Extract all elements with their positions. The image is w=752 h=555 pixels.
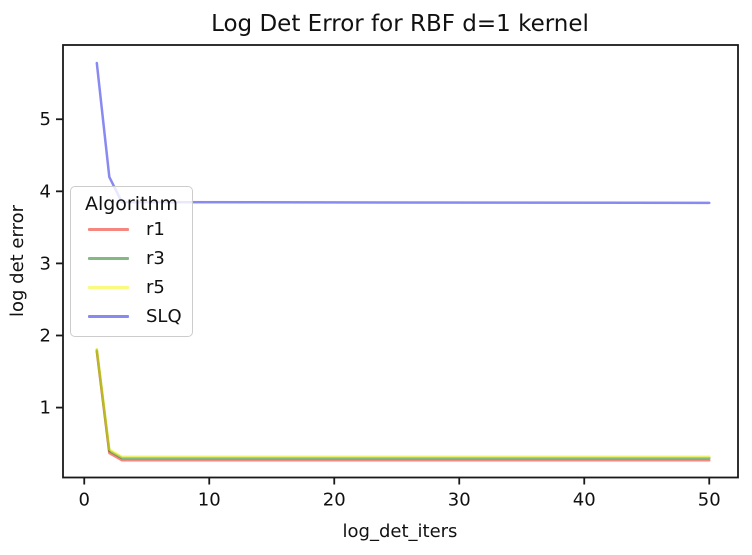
x-axis-label: log_det_iters: [343, 521, 458, 542]
series-line-r3: [95, 348, 711, 460]
legend-item-r3: r3: [71, 244, 192, 273]
legend-swatch-r3: [88, 257, 129, 260]
y-tick-label: 1: [40, 398, 51, 419]
legend-box: Algorithm r1 r3 r5 SLQ: [70, 186, 193, 337]
y-axis-label: log det error: [7, 204, 28, 317]
legend-swatch-r1: [88, 228, 129, 231]
y-tick-label: 5: [40, 109, 51, 130]
legend-label-r1: r1: [146, 218, 165, 240]
chart-title: Log Det Error for RBF d=1 kernel: [211, 11, 589, 37]
y-tick-label: 2: [40, 325, 51, 346]
ticks-layer: 0 10 20 30 40 50 1 2 3 4 5: [40, 109, 721, 510]
series-line-r5: [95, 347, 711, 458]
legend-item-r5: r5: [71, 273, 192, 302]
legend-item-SLQ: SLQ: [71, 302, 192, 331]
legend-label-r3: r3: [146, 247, 165, 269]
x-tick-label: 50: [698, 490, 721, 511]
x-tick-label: 10: [198, 490, 221, 511]
legend-swatch-SLQ: [88, 315, 129, 318]
y-tick-label: 4: [40, 181, 51, 202]
legend-label-SLQ: SLQ: [146, 305, 182, 327]
axes-spines: [62, 44, 739, 479]
legend-items: r1 r3 r5 SLQ: [71, 215, 192, 331]
legend-swatch-r5: [88, 286, 129, 289]
series-line-SLQ: [95, 61, 711, 205]
x-tick-label: 40: [573, 490, 596, 511]
legend-label-r5: r5: [146, 276, 165, 298]
x-tick-label: 30: [448, 490, 471, 511]
x-tick-label: 0: [79, 490, 90, 511]
legend-item-r1: r1: [71, 215, 192, 244]
series-line-r1: [95, 350, 711, 462]
legend-title: Algorithm: [84, 193, 179, 215]
x-tick-label: 20: [323, 490, 346, 511]
y-tick-label: 3: [40, 253, 51, 274]
